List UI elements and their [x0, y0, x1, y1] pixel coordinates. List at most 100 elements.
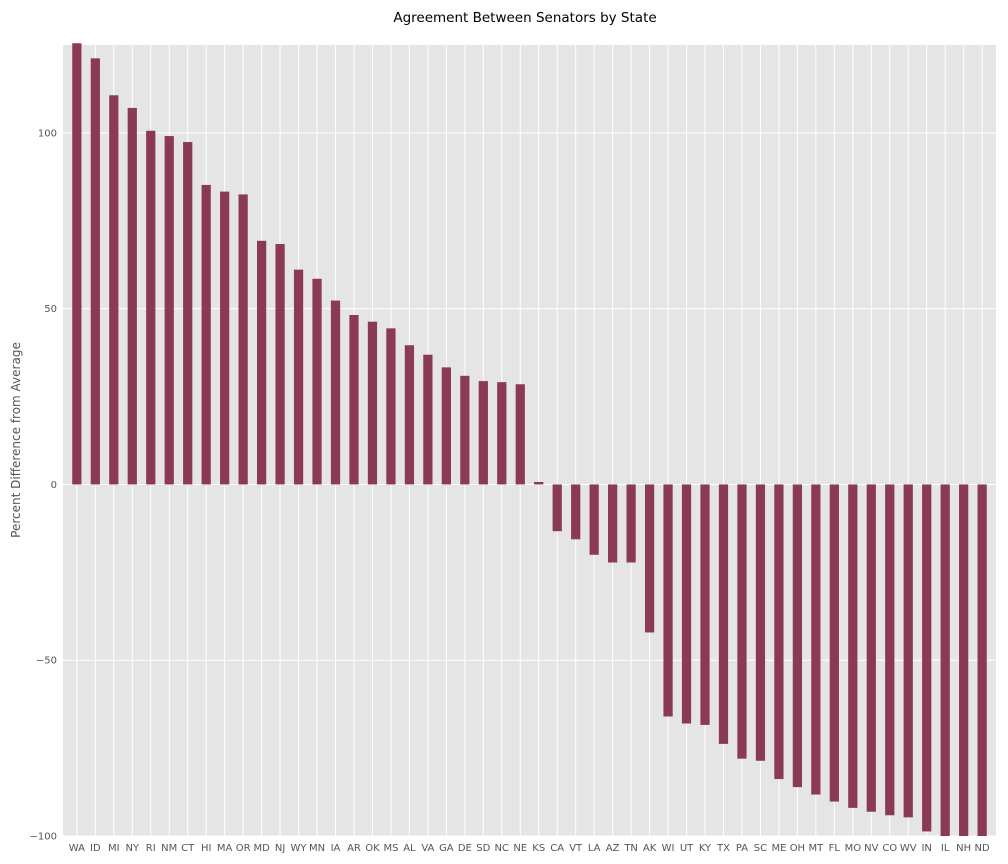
bar-tx — [718, 484, 729, 744]
bar-ks — [534, 481, 544, 485]
x-tick-label: MN — [309, 843, 325, 854]
bar-ga — [441, 367, 451, 485]
x-tick-label: NJ — [275, 843, 285, 854]
x-tick-label: NC — [495, 843, 509, 854]
x-tick-label: WI — [662, 843, 675, 854]
bar-sc — [755, 484, 766, 761]
x-tick-label: MD — [253, 843, 270, 854]
bar-nj — [275, 243, 285, 485]
x-tick-label: MO — [845, 843, 862, 854]
x-tick-label: AK — [643, 843, 657, 854]
bar-pa — [737, 484, 747, 759]
bar-az — [608, 484, 618, 563]
bar-ky — [700, 484, 710, 725]
bar-mn — [312, 278, 322, 485]
x-tick-label: WV — [900, 843, 917, 854]
bar-or — [238, 194, 248, 485]
bar-mi — [109, 95, 119, 485]
bar-vt — [571, 484, 581, 540]
x-tick-label: CO — [882, 843, 897, 854]
x-tick-label: FL — [829, 843, 841, 854]
x-tick-label: NY — [125, 843, 139, 854]
x-tick-label: UT — [680, 843, 694, 854]
x-tick-label: MA — [217, 843, 233, 854]
bar-ms — [386, 328, 396, 485]
x-tick-label: VT — [569, 843, 583, 854]
x-tick-label: LA — [588, 843, 601, 854]
x-tick-label: MS — [383, 843, 398, 854]
x-tick-label: KS — [532, 843, 545, 854]
x-tick-label: CT — [181, 843, 195, 854]
bar-ne — [515, 384, 525, 485]
x-tick-label: VA — [421, 843, 434, 854]
x-tick-label: IN — [921, 843, 931, 854]
bar-ut — [681, 484, 692, 724]
x-tick-label: TX — [716, 843, 730, 854]
bar-oh — [792, 484, 803, 788]
bar-de — [460, 375, 470, 485]
x-tick-label: KY — [699, 843, 712, 854]
bar-id — [90, 58, 100, 485]
bar-nh — [959, 484, 969, 836]
y-tick-label: 0 — [51, 480, 57, 491]
x-tick-label: AZ — [606, 843, 620, 854]
x-tick-label: TN — [623, 843, 638, 854]
x-tick-label: SD — [476, 843, 490, 854]
bar-nm — [164, 136, 174, 485]
bar-ma — [220, 191, 230, 485]
x-tick-label: WY — [291, 843, 308, 854]
bar-wi — [663, 484, 673, 717]
bar-ok — [367, 321, 378, 485]
x-tick-label: OK — [365, 843, 380, 854]
bar-me — [774, 484, 784, 780]
bar-wy — [293, 269, 304, 485]
x-tick-labels: WA ID MI NY RI NM CT HI MA OR MD NJ WY MN IA AR OK MS AL VA… — [69, 843, 990, 854]
bar-wv — [903, 484, 913, 818]
y-tick-label: 100 — [38, 128, 57, 139]
x-tick-label: HI — [201, 843, 211, 854]
x-tick-label: ND — [975, 843, 990, 854]
bar-ct — [183, 142, 193, 485]
x-tick-label: GA — [439, 843, 454, 854]
x-tick-label: NV — [864, 843, 878, 854]
bar-ca — [552, 484, 562, 532]
x-tick-label: MT — [808, 843, 824, 854]
bar-hi — [201, 184, 211, 485]
x-tick-label: OH — [790, 843, 805, 854]
x-tick-label: ID — [90, 843, 101, 854]
x-tick-label: NH — [956, 843, 971, 854]
bar-nv — [866, 484, 876, 812]
x-tick-label: ME — [771, 843, 786, 854]
bar-in — [922, 484, 932, 832]
bar-co — [885, 484, 895, 816]
bar-wa — [72, 43, 82, 485]
x-tick-label: NM — [161, 843, 177, 854]
y-tick-label: −100 — [30, 832, 57, 843]
x-tick-label: CA — [550, 843, 564, 854]
x-tick-label: AL — [403, 843, 416, 854]
bar-mo — [848, 484, 858, 808]
bar-ri — [146, 130, 156, 485]
bar-al — [404, 345, 415, 485]
bar-ar — [349, 314, 359, 485]
bar-sd — [478, 381, 488, 485]
plot-area — [63, 45, 996, 836]
bar-il — [940, 484, 950, 836]
bar-tn — [626, 484, 636, 563]
x-tick-label: RI — [146, 843, 156, 854]
bar-mt — [811, 484, 821, 795]
bar-ny — [127, 107, 137, 485]
x-tick-label: IL — [941, 843, 950, 854]
bar-ak — [644, 484, 655, 633]
y-tick-labels: −100 −50 0 50 100 — [30, 128, 57, 842]
y-axis-label: Percent Difference from Average — [9, 342, 23, 538]
bar-nc — [497, 382, 507, 485]
bar-fl — [829, 484, 839, 802]
x-tick-label: MI — [108, 843, 120, 854]
x-tick-label: NE — [513, 843, 527, 854]
bar-va — [423, 354, 433, 485]
x-tick-label: SC — [754, 843, 767, 854]
x-tick-label: DE — [458, 843, 472, 854]
y-tick-label: 50 — [44, 304, 57, 315]
